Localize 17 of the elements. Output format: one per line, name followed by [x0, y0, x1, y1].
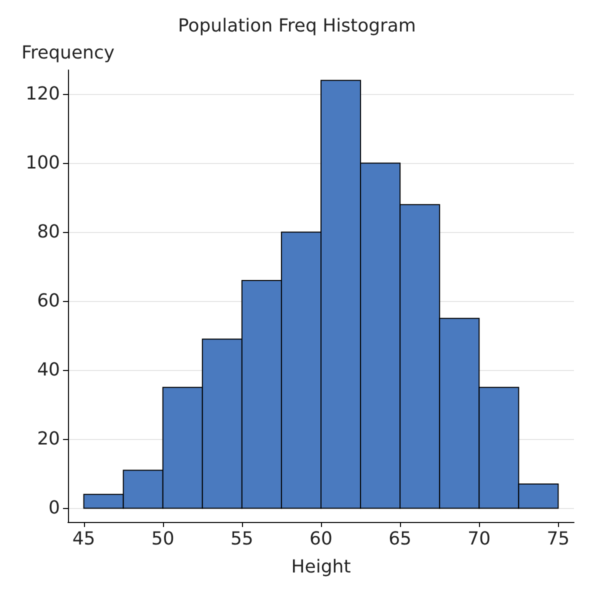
x-tick-label: 55: [230, 528, 254, 550]
x-tick-label: 70: [468, 528, 491, 550]
x-tick-label: 45: [72, 528, 96, 550]
y-tick-label: 100: [26, 152, 60, 174]
x-tick-label: 50: [151, 528, 174, 550]
y-tick-label: 0: [48, 498, 60, 519]
x-tick-label: 65: [388, 528, 412, 550]
x-tick-label: 75: [546, 528, 570, 550]
y-tick-label: 20: [37, 428, 60, 450]
x-tick-label: 60: [310, 528, 332, 550]
y-tick-label: 80: [37, 222, 60, 243]
y-axis-title: Frequency: [22, 42, 115, 64]
chart-title: Population Freq Histogram: [178, 16, 416, 36]
y-tick-label: 60: [37, 290, 60, 312]
y-tick-label: 120: [26, 84, 60, 105]
y-tick-label: 40: [37, 360, 60, 381]
x-axis-title: Height: [291, 556, 351, 578]
